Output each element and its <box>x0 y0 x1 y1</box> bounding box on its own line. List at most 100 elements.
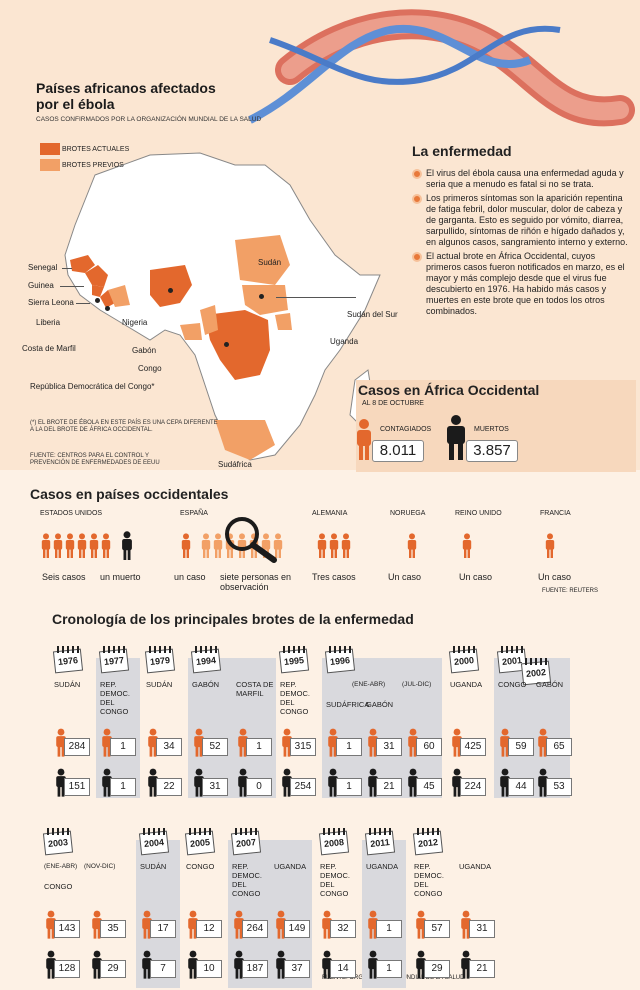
outbreak-deaths-value: 151 <box>64 778 90 796</box>
label-liberia: Liberia <box>36 318 61 327</box>
outbreak-deaths-value: 29 <box>424 960 450 978</box>
black-person-icon <box>276 950 286 979</box>
outbreak-cases-value: 32 <box>330 920 356 938</box>
outbreak-cases-value: 60 <box>416 738 442 756</box>
orange-person-icon <box>368 910 378 939</box>
outbreak-cases-value: 264 <box>242 920 268 938</box>
disease-bullet-text: Los primeros síntomas son la aparición r… <box>426 193 628 247</box>
disease-bullet-text: El actual brote en África Occidental, cu… <box>426 251 625 316</box>
label-gabon: Gabón <box>132 346 157 355</box>
chronology-grey-band <box>96 658 140 798</box>
outbreak-country: GABÓN <box>366 700 394 709</box>
orange-person-icon <box>101 533 111 558</box>
western-obs-text: siete personas en observación <box>220 572 292 592</box>
western-country-name: ESTADOS UNIDOS <box>40 510 103 517</box>
western-cases-text: Un caso <box>538 572 572 582</box>
calendar-icon: 1995 <box>278 646 310 674</box>
light-person-icon <box>273 533 283 558</box>
bullet-icon <box>412 194 422 204</box>
marker-rdc <box>224 342 229 347</box>
calendar-icon: 2004 <box>138 828 170 856</box>
legend-swatch-current <box>40 143 60 155</box>
sudafrica-region <box>215 420 275 460</box>
outbreak-cases-value: 12 <box>196 920 222 938</box>
orange-person-icon <box>89 533 99 558</box>
outbreak-cases-value: 52 <box>202 738 228 756</box>
orange-person-icon <box>238 728 248 757</box>
orange-person-icon <box>194 728 204 757</box>
leader-sudan-sur <box>276 297 356 298</box>
calendar-icon: 2001 <box>496 646 528 674</box>
outbreak-deaths-value: 7 <box>150 960 176 978</box>
outbreak-cases-value: 1 <box>246 738 272 756</box>
label-senegal: Senegal <box>28 263 58 272</box>
map-subtitle: CASOS CONFIRMADOS POR LA ORGANIZACIÓN MU… <box>36 116 262 123</box>
label-sudan: Sudán <box>258 258 282 267</box>
outbreak-cases-value: 1 <box>376 920 402 938</box>
outbreak-country: GABÓN <box>536 680 564 689</box>
calendar-icon: 1996 <box>324 646 356 674</box>
orange-person-icon <box>46 910 56 939</box>
outbreak-cases-value: 35 <box>100 920 126 938</box>
outbreak-deaths-value: 45 <box>416 778 442 796</box>
period-label: (ENE-ABR) <box>44 863 78 870</box>
orange-person-icon <box>545 533 555 558</box>
calendar-icon: 2008 <box>318 828 350 856</box>
outbreak-deaths-value: 31 <box>202 778 228 796</box>
western-country-name: ALEMANIA <box>312 510 348 517</box>
disease-bullets: El virus del ébola causa una enfermedad … <box>412 168 632 320</box>
outbreak-country: CONGO <box>44 882 73 891</box>
calendar-icon: 2003 <box>42 828 74 856</box>
virus-illustration <box>248 9 635 127</box>
black-person-icon <box>368 950 378 979</box>
contagiados-label: CONTAGIADOS <box>380 426 432 433</box>
outbreak-deaths-value: 1 <box>376 960 402 978</box>
black-person-icon <box>92 950 102 979</box>
orange-person-icon <box>329 533 339 558</box>
black-person-icon <box>500 768 510 797</box>
orange-person-icon <box>181 533 191 558</box>
leader-sierra <box>76 303 90 304</box>
magnifier-icon <box>225 517 277 563</box>
orange-person-icon <box>148 728 158 757</box>
marker-sierra <box>95 298 100 303</box>
outbreak-cases-value: 425 <box>460 738 486 756</box>
west-africa-title: Casos en África Occidental <box>358 382 540 398</box>
label-guinea: Guinea <box>28 281 54 290</box>
disease-bullet: El actual brote en África Occidental, cu… <box>412 251 632 317</box>
orange-person-icon <box>56 728 66 757</box>
outbreak-country: CONGO <box>186 862 215 871</box>
black-person-icon <box>408 768 418 797</box>
label-rdc: República Democrática del Congo* <box>30 382 155 391</box>
outbreak-deaths-value: 21 <box>469 960 495 978</box>
outbreak-cases-value: 17 <box>150 920 176 938</box>
label-sierra-leone: Sierra Leona <box>28 298 74 307</box>
muertos-value: 3.857 <box>466 440 518 462</box>
black-person-icon <box>102 768 112 797</box>
western-cases-text: Un caso <box>388 572 422 582</box>
outbreak-country: REP. DEMOC. DEL CONGO <box>320 862 350 898</box>
outbreak-deaths-value: 187 <box>242 960 268 978</box>
western-country-name: FRANCIA <box>540 510 571 517</box>
bullet-icon <box>412 252 422 262</box>
black-person-icon <box>328 768 338 797</box>
orange-person-icon <box>416 910 426 939</box>
outbreak-cases-value: 31 <box>376 738 402 756</box>
outbreak-country: CONGO <box>498 680 527 689</box>
disease-bullet-text: El virus del ébola causa una enfermedad … <box>426 168 624 189</box>
western-title: Casos en países occidentales <box>30 486 229 502</box>
calendar-icon: 2005 <box>184 828 216 856</box>
outbreak-deaths-value: 44 <box>508 778 534 796</box>
outbreak-country: SUDÁN <box>54 680 81 689</box>
outbreak-deaths-value: 53 <box>546 778 572 796</box>
outbreak-deaths-value: 37 <box>284 960 310 978</box>
chronology-grey-band <box>188 658 276 798</box>
black-person-icon <box>148 768 158 797</box>
outbreak-country: REP. DEMOC. DEL CONGO <box>100 680 130 716</box>
chronology-grey-band <box>322 658 442 798</box>
sierra-leone-region <box>92 285 104 297</box>
outbreak-country: REP. DEMOC. DEL CONGO <box>414 862 444 898</box>
black-person-icon <box>238 768 248 797</box>
africa-outline <box>64 152 381 461</box>
black-person-icon <box>234 950 244 979</box>
